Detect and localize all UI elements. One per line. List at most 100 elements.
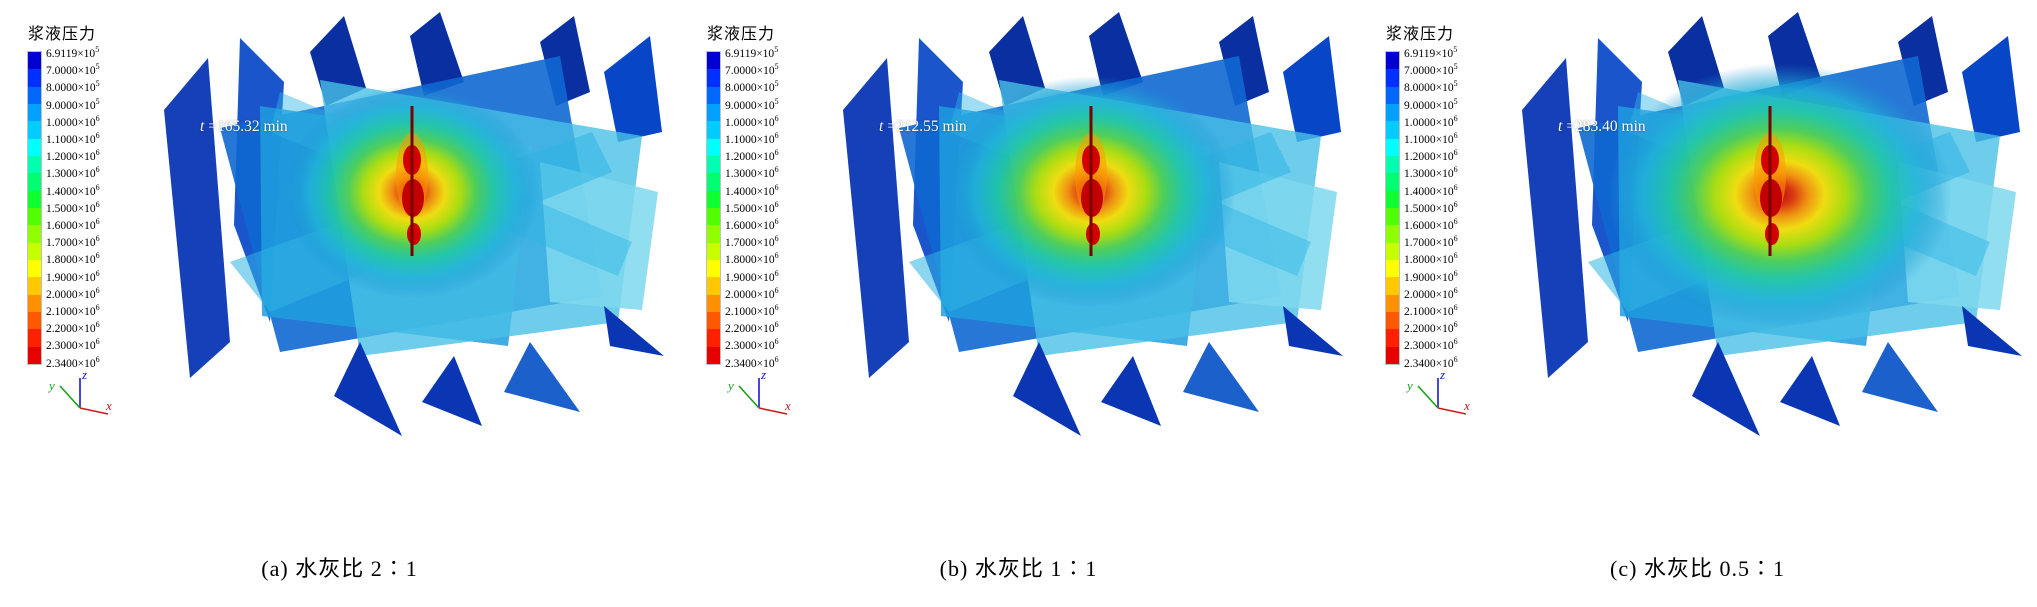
colorbar-segment	[28, 173, 41, 191]
legend-tick: 1.2000×106	[46, 148, 100, 164]
colorbar-segment	[28, 190, 41, 208]
fracture-network-plot	[164, 12, 664, 436]
colorbar-segment	[707, 138, 720, 156]
time-value: =283.40 min	[1566, 118, 1646, 135]
colorbar-segment	[1386, 346, 1399, 364]
legend-tick: 2.3400×106	[725, 354, 779, 370]
legend-tick: 2.3000×106	[725, 337, 779, 353]
legend-tick: 1.6000×106	[1404, 217, 1458, 232]
legend-tick-labels: 6.9119×105 7.0000×105 8.0000×105 9.0000×105…	[725, 46, 779, 370]
colorbar-segment	[1386, 138, 1399, 156]
colorbar-segment	[707, 121, 720, 139]
legend-tick: 1.0000×106	[46, 113, 100, 129]
legend-tick: 2.2000×106	[46, 320, 100, 336]
time-annotation: t =283.40 min	[1558, 118, 1646, 136]
time-annotation: t =165.32 min	[200, 118, 288, 136]
colorbar-segment	[1386, 311, 1399, 330]
colorbar-segment	[28, 86, 41, 104]
pressure-legend: 浆液压力 6.9119×105 7.0000×105 8.0000×105 9.000…	[27, 20, 100, 370]
legend-tick: 1.4000×106	[1404, 182, 1458, 198]
legend-tick: 1.2000×106	[725, 148, 779, 164]
legend-tick: 9.0000×105	[1404, 96, 1458, 112]
colorbar-segment	[1386, 329, 1399, 347]
fracture-network-plot	[1522, 12, 2022, 436]
legend-tick: 7.0000×105	[725, 62, 779, 78]
legend-tick: 2.1000×106	[46, 303, 100, 318]
legend-tick: 1.4000×106	[46, 182, 100, 198]
legend-tick: 2.0000×106	[46, 285, 100, 301]
colorbar-segment	[28, 329, 41, 347]
axes-triad	[48, 368, 113, 415]
fracture-network-plot	[843, 12, 1343, 436]
colorbar-segment	[707, 155, 720, 174]
colorbar-segment	[707, 52, 720, 70]
colorbar-segment	[28, 311, 41, 330]
panel-caption: (c) 水灰比 0.5∶1	[1610, 556, 1785, 581]
legend-tick: 1.1000×106	[1404, 131, 1458, 146]
legend-tick: 1.8000×106	[46, 251, 100, 267]
legend-tick-labels: 6.9119×105 7.0000×105 8.0000×105 9.0000×105…	[46, 46, 100, 370]
colorbar-segment	[1386, 86, 1399, 104]
colorbar-segment	[1386, 242, 1399, 260]
legend-tick: 1.3000×106	[46, 165, 100, 181]
colorbar-segment	[28, 138, 41, 156]
colorbar-segment	[28, 103, 41, 122]
colorbar-segment	[1386, 103, 1399, 122]
colorbar-segment	[1386, 69, 1399, 87]
time-value: =212.55 min	[887, 118, 967, 135]
legend-tick: 1.5000×106	[46, 199, 100, 215]
colorbar-segment	[707, 294, 720, 312]
legend-body: 6.9119×105 7.0000×105 8.0000×105 9.0000×105…	[706, 46, 779, 370]
panel-c: 浆液压力 6.9119×105 7.0000×105 8.0000×105 9.000…	[1358, 0, 2037, 607]
time-value: =165.32 min	[208, 118, 288, 135]
legend-tick: 1.9000×106	[725, 268, 779, 284]
colorbar-segment	[707, 259, 720, 278]
colorbar-segment	[707, 86, 720, 104]
contour-plot: t =283.40 min	[1470, 0, 2030, 450]
time-symbol: t	[1558, 118, 1563, 135]
legend-title: 浆液压力	[28, 26, 97, 43]
pressure-legend: 浆液压力 6.9119×105 7.0000×105 8.0000×105 9.000…	[1385, 20, 1458, 370]
legend-tick: 1.0000×106	[1404, 113, 1458, 129]
legend-tick: 6.9119×105	[725, 45, 779, 60]
legend-tick: 2.1000×106	[725, 303, 779, 318]
legend-tick-labels: 6.9119×105 7.0000×105 8.0000×105 9.0000×105…	[1404, 46, 1458, 370]
legend-tick: 2.0000×106	[1404, 285, 1458, 301]
legend-tick: 7.0000×105	[1404, 62, 1458, 78]
colorbar-segment	[28, 52, 41, 70]
colorbar-segment	[707, 69, 720, 87]
legend-tick: 9.0000×105	[46, 96, 100, 112]
contour-plot: t =165.32 min	[112, 0, 672, 450]
colorbar-segment	[1386, 155, 1399, 174]
legend-tick: 2.2000×106	[725, 320, 779, 336]
colorbar-segment	[28, 346, 41, 364]
legend-tick: 7.0000×105	[46, 62, 100, 78]
legend-tick: 9.0000×105	[725, 96, 779, 112]
legend-tick: 2.0000×106	[725, 285, 779, 301]
colorbar-segment	[707, 346, 720, 364]
legend-tick: 6.9119×105	[1404, 45, 1458, 60]
colorbar-segment	[28, 277, 41, 295]
axes-triad	[727, 368, 792, 415]
legend-tick: 2.3000×106	[46, 337, 100, 353]
colorbar-segment	[707, 207, 720, 226]
legend-tick: 1.7000×106	[725, 234, 779, 250]
colorbar-segment	[28, 69, 41, 87]
colorbar-segment	[707, 277, 720, 295]
legend-tick: 1.0000×106	[725, 113, 779, 129]
colorbar-segment	[707, 242, 720, 260]
colorbar-segment	[1386, 121, 1399, 139]
legend-body: 6.9119×105 7.0000×105 8.0000×105 9.0000×105…	[1385, 46, 1458, 370]
legend-tick: 1.7000×106	[46, 234, 100, 250]
colorbar-segment	[707, 329, 720, 347]
legend-tick: 1.3000×106	[725, 165, 779, 181]
legend-body: 6.9119×105 7.0000×105 8.0000×105 9.0000×105…	[27, 46, 100, 370]
panel-caption: (a) 水灰比 2∶1	[261, 556, 418, 581]
contour-plot: t =212.55 min	[791, 0, 1351, 450]
colorbar-segment	[707, 173, 720, 191]
legend-tick: 2.1000×106	[1404, 303, 1458, 318]
colorbar-segment	[707, 190, 720, 208]
legend-tick: 1.8000×106	[1404, 251, 1458, 267]
legend-colorbar	[706, 51, 721, 365]
colorbar-segment	[28, 225, 41, 243]
